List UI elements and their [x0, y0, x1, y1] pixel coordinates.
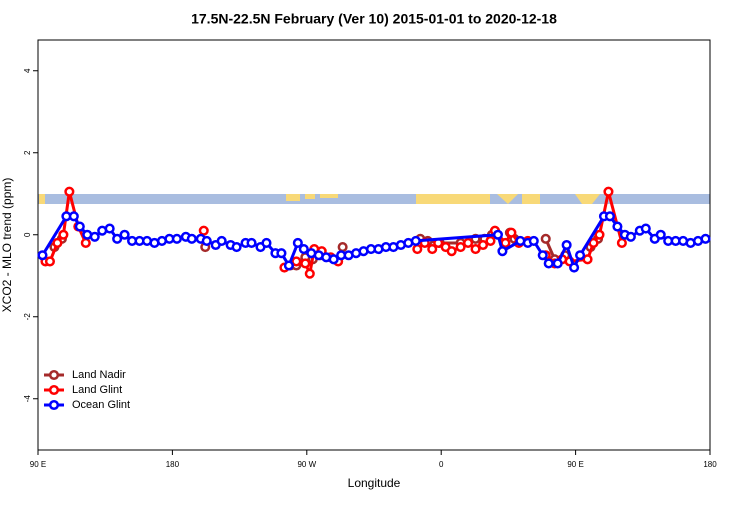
- data-point: [446, 246, 457, 257]
- x-axis-label: Longitude: [348, 476, 401, 490]
- data-point: [485, 235, 496, 246]
- data-point: [612, 221, 623, 232]
- data-point: [594, 229, 605, 240]
- data-point: [58, 229, 69, 240]
- data-point: [119, 229, 130, 240]
- y-axis-label: XCO2 - MLO trend (ppm): [0, 178, 14, 313]
- data-point: [455, 242, 466, 253]
- plot-frame: [37, 39, 711, 451]
- legend-label: Ocean Glint: [72, 399, 130, 411]
- data-point: [477, 239, 489, 251]
- chart-title: 17.5N-22.5N February (Ver 10) 2015-01-01…: [191, 11, 557, 27]
- data-point: [216, 235, 227, 246]
- legend-marker: [48, 384, 60, 396]
- data-point: [500, 237, 511, 248]
- data-point: [104, 223, 115, 234]
- data-point: [427, 244, 438, 255]
- x-tick-label: 0: [439, 460, 444, 469]
- data-point: [283, 260, 294, 271]
- data-point: [506, 227, 517, 238]
- data-point: [298, 244, 309, 255]
- x-tick-label: 90 W: [297, 460, 316, 469]
- data-point: [569, 262, 580, 273]
- legend-label: Land Nadir: [72, 369, 126, 381]
- data-point: [276, 248, 287, 259]
- data-point: [261, 237, 272, 248]
- data-point: [575, 250, 586, 261]
- data-point: [588, 237, 599, 248]
- x-tick-label: 180: [703, 460, 717, 469]
- data-point: [337, 242, 348, 253]
- data-point: [198, 225, 209, 236]
- data-point: [604, 211, 615, 222]
- data-point: [543, 258, 554, 269]
- data-point: [655, 229, 666, 240]
- legend-marker: [48, 399, 60, 411]
- data-point: [292, 237, 303, 248]
- data-point: [186, 233, 197, 244]
- data-point: [52, 237, 63, 248]
- data-point: [603, 186, 614, 197]
- data-point: [552, 258, 563, 269]
- x-tick-label: 180: [166, 460, 180, 469]
- data-point: [328, 254, 339, 265]
- data-point: [201, 235, 212, 246]
- data-point: [492, 229, 503, 240]
- x-tick-label: 90 E: [30, 460, 46, 469]
- data-point: [470, 244, 481, 255]
- data-point: [582, 254, 593, 265]
- data-point: [410, 235, 421, 246]
- y-tick-label: 0: [23, 232, 32, 237]
- data-point: [300, 258, 311, 269]
- data-point: [231, 242, 242, 253]
- data-point: [540, 233, 551, 244]
- y-tick-label: 4: [23, 68, 32, 73]
- data-point: [640, 223, 651, 234]
- data-point: [537, 250, 548, 261]
- data-point: [37, 250, 48, 261]
- y-tick-label: -2: [23, 313, 32, 321]
- data-point: [246, 237, 257, 248]
- data-point: [561, 239, 572, 251]
- data-point: [112, 233, 123, 244]
- y-tick-label: 2: [23, 150, 32, 155]
- data-point: [64, 186, 75, 197]
- data-point: [497, 246, 508, 257]
- data-point: [68, 211, 79, 222]
- data-point: [89, 231, 100, 242]
- data-point: [44, 256, 55, 267]
- data-point: [291, 256, 302, 267]
- x-tick-label: 90 E: [567, 460, 583, 469]
- data-point: [700, 233, 711, 244]
- data-point: [625, 231, 636, 242]
- data-point: [463, 237, 474, 248]
- legend-marker: [48, 369, 60, 381]
- data-point: [528, 235, 539, 246]
- data-point: [412, 244, 423, 255]
- land-ocean-strip: [38, 194, 710, 204]
- data-point: [80, 237, 91, 248]
- data-point: [616, 237, 627, 248]
- y-tick-label: -4: [23, 395, 32, 403]
- data-point: [304, 268, 315, 279]
- data-point: [74, 221, 85, 232]
- data-point: [171, 233, 182, 244]
- legend-label: Land Glint: [72, 384, 122, 396]
